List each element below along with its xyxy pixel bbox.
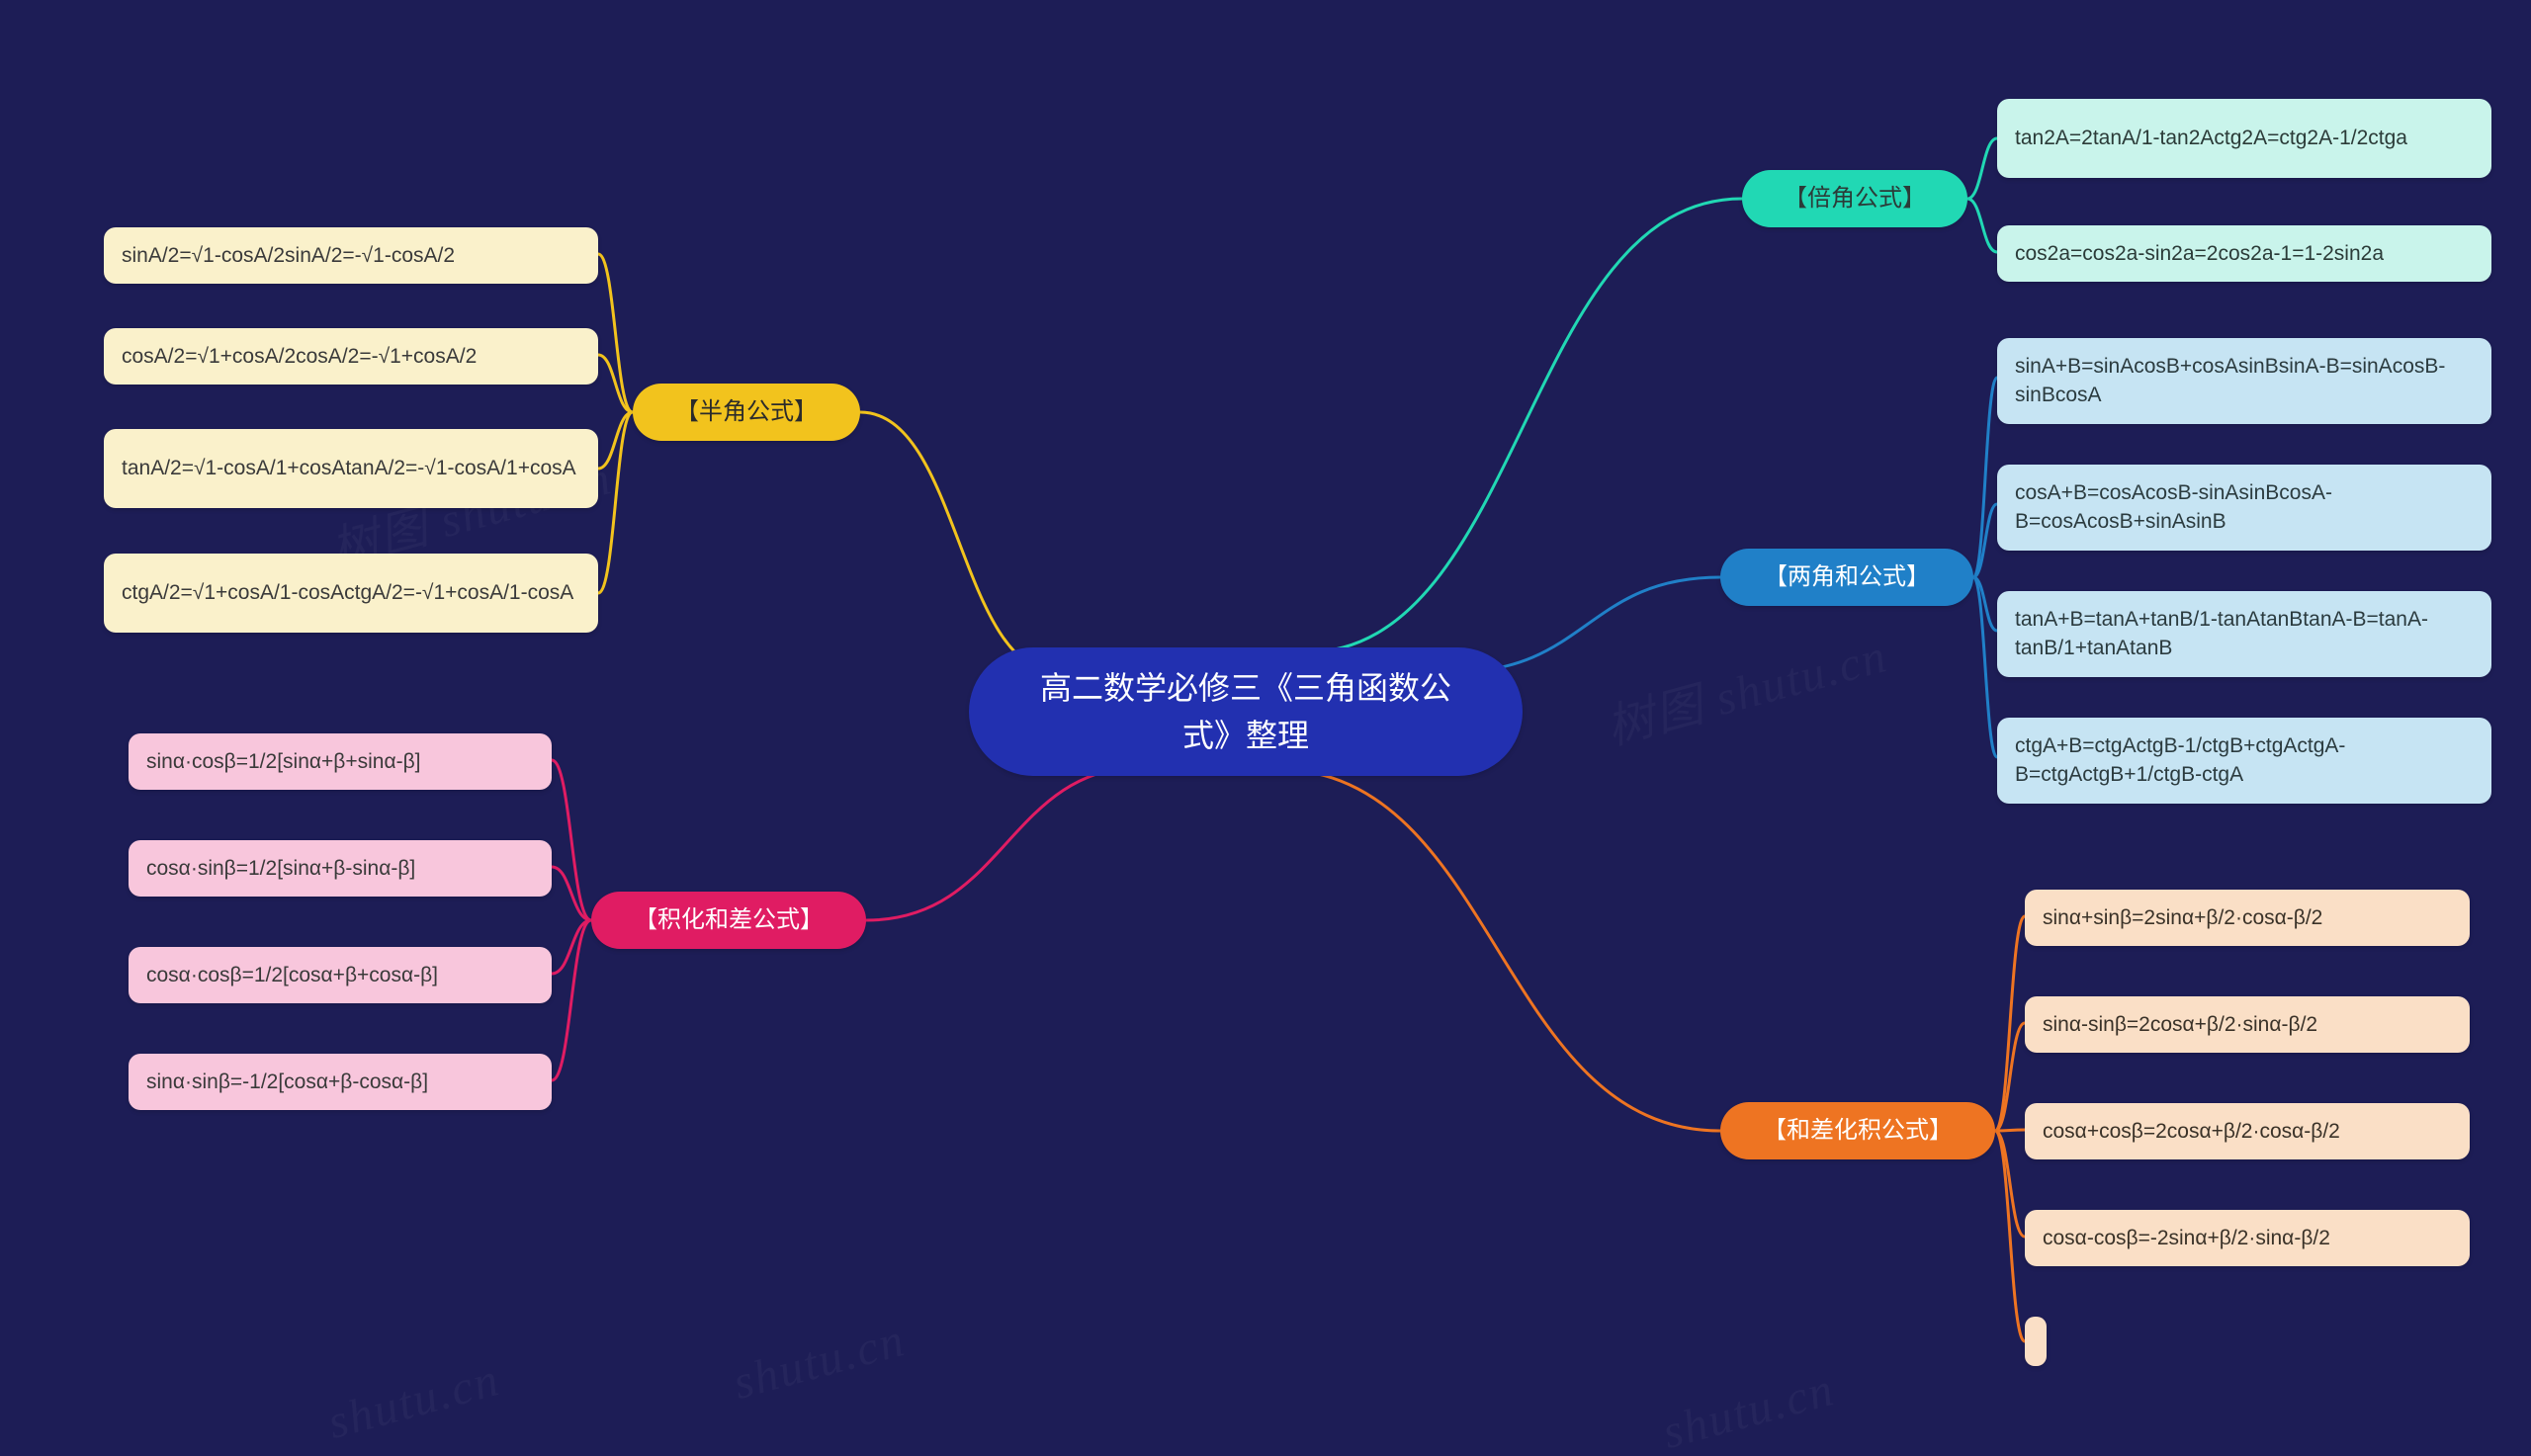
leaf-prod-to-sum-0[interactable]: sinα·cosβ=1/2[sinα+β+sinα-β] (129, 733, 552, 790)
leaf-sum-to-prod-3[interactable]: cosα-cosβ=-2sinα+β/2·sinα-β/2 (2025, 1210, 2470, 1266)
leaf-sum-to-prod-0[interactable]: sinα+sinβ=2sinα+β/2·cosα-β/2 (2025, 890, 2470, 946)
leaf-prod-to-sum-3[interactable]: sinα·sinβ=-1/2[cosα+β-cosα-β] (129, 1054, 552, 1110)
leaf-half-angle-1[interactable]: cosA/2=√1+cosA/2cosA/2=-√1+cosA/2 (104, 328, 598, 385)
leaf-double-angle-0[interactable]: tan2A=2tanA/1-tan2Actg2A=ctg2A-1/2ctga (1997, 99, 2491, 178)
mindmap-canvas: 树图 shutu.cn树图 shutu.cnshutu.cnshutu.cnsh… (0, 0, 2531, 1456)
leaf-sum-angle-1[interactable]: cosA+B=cosAcosB-sinAsinBcosA-B=cosAcosB+… (1997, 465, 2491, 551)
branch-double-angle[interactable]: 【倍角公式】 (1742, 170, 1967, 227)
watermark: shutu.cn (728, 1313, 912, 1411)
central-node[interactable]: 高二数学必修三《三角函数公式》整理 (969, 647, 1523, 776)
leaf-sum-to-prod-2[interactable]: cosα+cosβ=2cosα+β/2·cosα-β/2 (2025, 1103, 2470, 1159)
leaf-double-angle-1[interactable]: cos2a=cos2a-sin2a=2cos2a-1=1-2sin2a (1997, 225, 2491, 282)
branch-half-angle[interactable]: 【半角公式】 (633, 384, 860, 441)
leaf-half-angle-0[interactable]: sinA/2=√1-cosA/2sinA/2=-√1-cosA/2 (104, 227, 598, 284)
leaf-prod-to-sum-1[interactable]: cosα·sinβ=1/2[sinα+β-sinα-β] (129, 840, 552, 897)
leaf-sum-angle-3[interactable]: ctgA+B=ctgActgB-1/ctgB+ctgActgA-B=ctgAct… (1997, 718, 2491, 804)
branch-sum-to-prod[interactable]: 【和差化积公式】 (1720, 1102, 1995, 1159)
leaf-sum-to-prod-4[interactable] (2025, 1317, 2047, 1366)
branch-sum-angle[interactable]: 【两角和公式】 (1720, 549, 1973, 606)
leaf-half-angle-3[interactable]: ctgA/2=√1+cosA/1-cosActgA/2=-√1+cosA/1-c… (104, 554, 598, 633)
watermark: 树图 shutu.cn (1598, 616, 1894, 757)
leaf-half-angle-2[interactable]: tanA/2=√1-cosA/1+cosAtanA/2=-√1-cosA/1+c… (104, 429, 598, 508)
leaf-prod-to-sum-2[interactable]: cosα·cosβ=1/2[cosα+β+cosα-β] (129, 947, 552, 1003)
leaf-sum-to-prod-1[interactable]: sinα-sinβ=2cosα+β/2·sinα-β/2 (2025, 996, 2470, 1053)
branch-prod-to-sum[interactable]: 【积化和差公式】 (591, 892, 866, 949)
leaf-sum-angle-2[interactable]: tanA+B=tanA+tanB/1-tanAtanBtanA-B=tanA-t… (1997, 591, 2491, 677)
leaf-sum-angle-0[interactable]: sinA+B=sinAcosB+cosAsinBsinA-B=sinAcosB-… (1997, 338, 2491, 424)
watermark: shutu.cn (1657, 1362, 1841, 1456)
watermark: shutu.cn (322, 1352, 506, 1450)
